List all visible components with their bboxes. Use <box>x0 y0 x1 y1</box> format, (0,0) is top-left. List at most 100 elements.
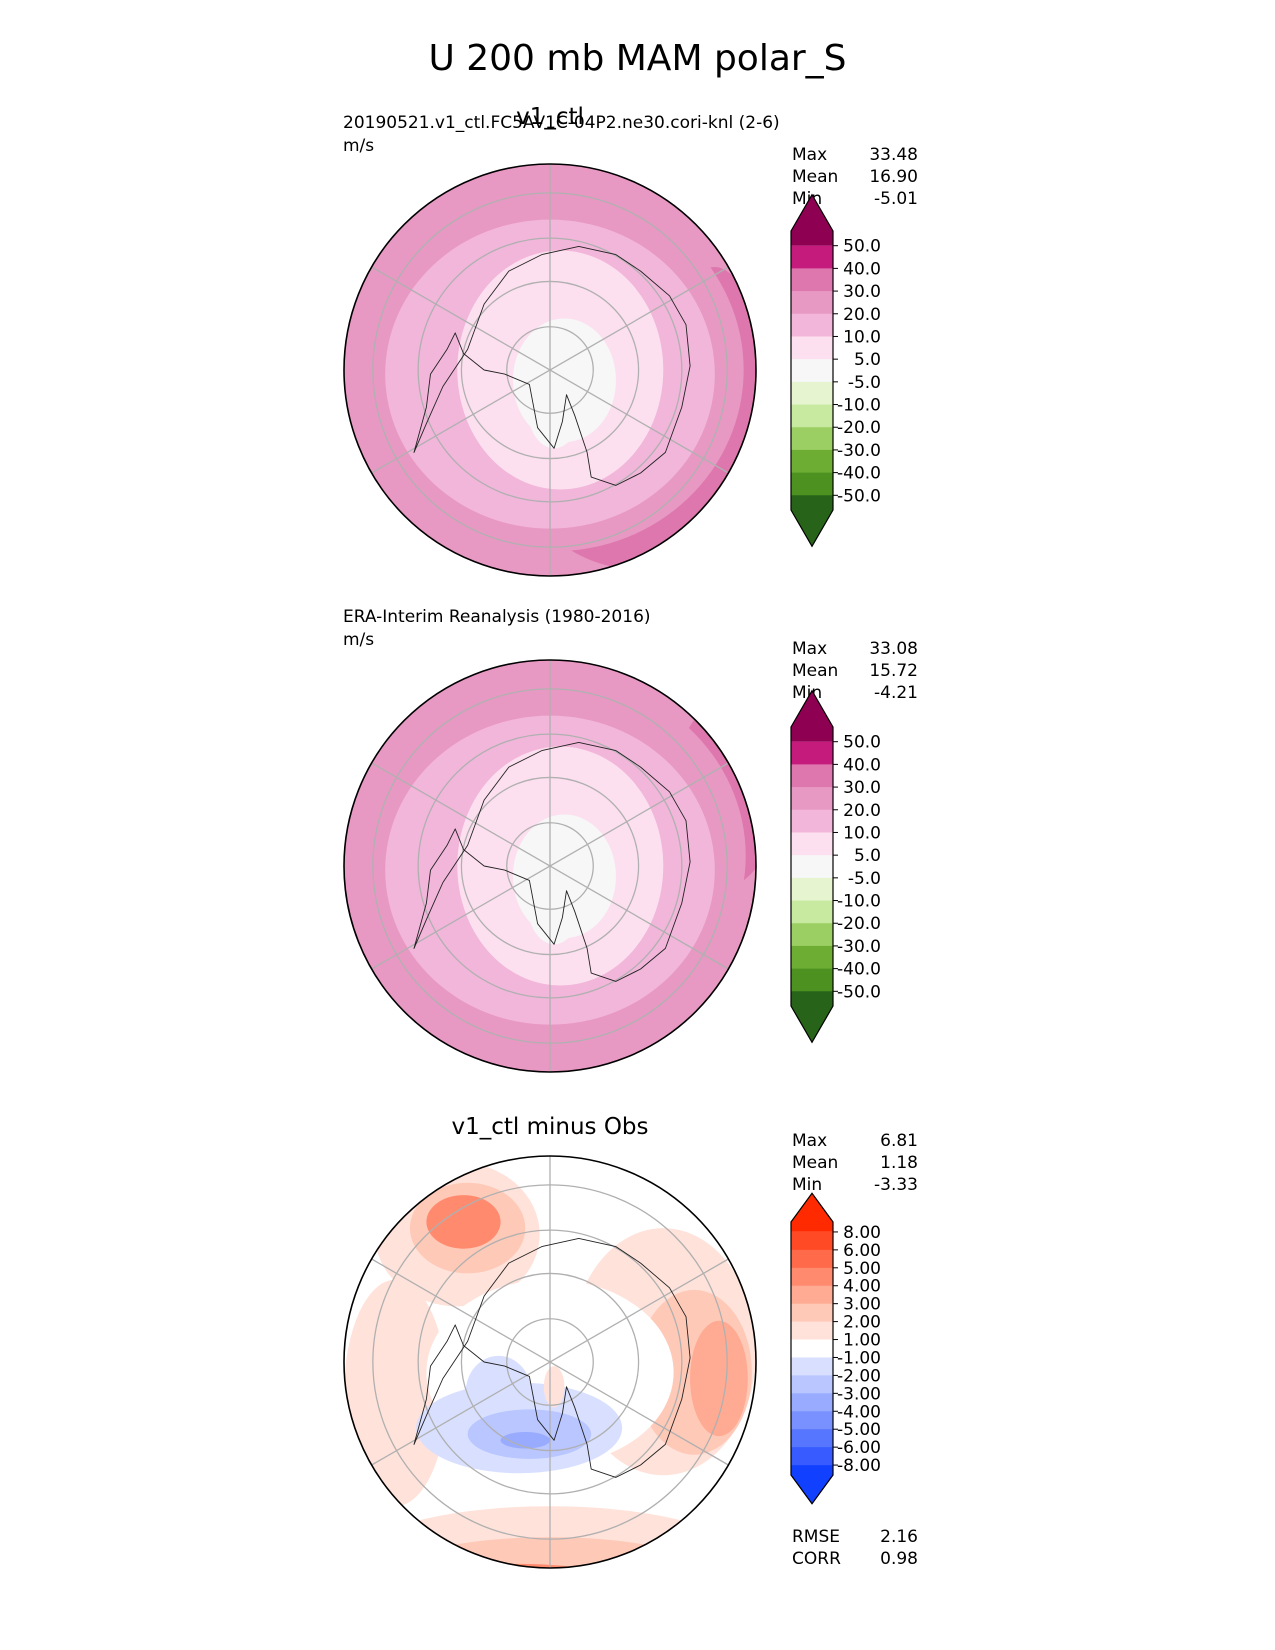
map-2 <box>343 659 757 1073</box>
stat-label: Max <box>792 145 828 165</box>
colorbar-bin <box>791 291 833 315</box>
stat-label: Min <box>792 1175 823 1195</box>
colorbar-bin <box>791 1375 833 1394</box>
colorbar-tick-label: -20.0 <box>837 914 881 934</box>
colorbar-tick-label: -6.00 <box>837 1438 881 1458</box>
colorbar-bin <box>791 1303 833 1323</box>
colorbar-bin <box>791 336 833 360</box>
colorbar-tick-label: 4.00 <box>843 1277 881 1297</box>
colorbar-bin <box>791 1429 833 1448</box>
map-3-field <box>344 1156 756 1613</box>
colorbar-tick-label: -4.00 <box>837 1402 881 1422</box>
colorbar-tick-label: -1.00 <box>837 1348 881 1368</box>
colorbar-bin <box>791 313 833 337</box>
panel-3-stats: Max 6.81 Mean 1.18 Min -3.33 <box>792 1130 918 1196</box>
colorbar-tick-label: 50.0 <box>843 733 881 753</box>
colorbar-tick-label: -50.0 <box>837 982 881 1002</box>
colorbar-tick-label: 10.0 <box>843 823 881 843</box>
colorbar-extend-max <box>791 1193 833 1232</box>
colorbar-tick-label: -3.00 <box>837 1384 881 1404</box>
colorbar-tick-label: -5.0 <box>848 373 881 393</box>
metric-value: 0.98 <box>880 1549 918 1569</box>
colorbar-bin <box>791 245 833 269</box>
stat-value: 33.48 <box>869 145 918 165</box>
map-1-boundary <box>343 163 757 577</box>
colorbar-tick-label: 6.00 <box>843 1241 881 1261</box>
stat-value: 1.18 <box>880 1153 918 1173</box>
diff-positive-area <box>690 1320 748 1437</box>
stat-value: -5.01 <box>874 189 918 209</box>
panel-1-units: m/s <box>343 136 375 156</box>
colorbar-tick-label: 20.0 <box>843 305 881 325</box>
colorbar-bin <box>791 359 833 383</box>
diff-positive-area <box>543 1366 565 1408</box>
colorbar-tick-label: -10.0 <box>837 892 881 912</box>
panel-1-run-label: 20190521.v1_ctl.FC5AV1C-04P2.ne30.cori-k… <box>343 113 780 133</box>
colorbar-tick-label: -10.0 <box>837 396 881 416</box>
metric-label: RMSE <box>792 1527 841 1547</box>
stat-value: 6.81 <box>880 1131 918 1151</box>
colorbar-tick-label: -20.0 <box>837 418 881 438</box>
stat-value: -3.33 <box>874 1175 918 1195</box>
colorbar-extend-min <box>791 1465 833 1504</box>
colorbar-bin <box>791 1411 833 1430</box>
colorbar-bin <box>791 1321 833 1341</box>
diff-positive-area <box>426 1195 501 1249</box>
map-3 <box>343 1155 757 1613</box>
stat-value: 16.90 <box>869 167 918 187</box>
meridian-line <box>371 762 729 970</box>
map-2-field <box>344 660 756 1072</box>
colorbar-bin <box>791 381 833 406</box>
colorbar-tick-label: -2.00 <box>837 1366 881 1386</box>
colorbar-outline <box>790 689 834 1044</box>
map-1-graticule <box>371 164 729 576</box>
colorbar-bin <box>791 1447 833 1466</box>
diff-positive-area <box>405 1563 633 1568</box>
colorbar-tick-label: 5.00 <box>843 1259 881 1279</box>
colorbar-tick-label: -5.00 <box>837 1420 881 1440</box>
panel-3-title: v1_ctl minus Obs <box>451 1114 649 1140</box>
colorbar-bin <box>791 472 833 496</box>
metric-label: CORR <box>792 1549 841 1569</box>
metric-value: 2.16 <box>880 1527 918 1547</box>
colorbar-tick-label: -50.0 <box>837 486 881 506</box>
colorbar-tick-label: -30.0 <box>837 937 881 957</box>
diff-positive-area <box>426 1580 611 1613</box>
colorbar-2: 50.040.0 30.0 20.010.0 5.0 -5.0 -10.0-20.0 -30… <box>790 689 881 1044</box>
colorbar-bin <box>791 1231 833 1251</box>
map-2-boundary <box>343 659 757 1073</box>
colorbar-bin <box>791 1267 833 1287</box>
colorbar-bin <box>791 449 833 474</box>
colorbar-bin <box>791 1357 833 1376</box>
contour-level-5.0 <box>527 861 581 945</box>
colorbar-tick-label: 3.00 <box>843 1295 881 1315</box>
colorbar-bin <box>791 1339 833 1358</box>
colorbar-bin <box>791 764 833 788</box>
map-2-graticule <box>371 660 729 1072</box>
colorbar-bin <box>791 268 833 292</box>
colorbar-bin <box>791 832 833 856</box>
stat-value: 15.72 <box>869 661 918 681</box>
stat-value: 33.08 <box>869 639 918 659</box>
colorbar-bin <box>791 855 833 879</box>
colorbar-bin <box>791 427 833 451</box>
colorbar-tick-label: 5.0 <box>854 846 881 866</box>
map-1 <box>343 163 757 577</box>
map-1-field <box>344 164 756 576</box>
colorbar-tick-label: 1.00 <box>843 1331 881 1351</box>
contour-level-5.0 <box>527 365 581 449</box>
panel-2-stats: Max 33.08 Mean 15.72 Min -4.21 <box>792 638 918 704</box>
colorbar-bin <box>791 1249 833 1269</box>
colorbar-extend-min <box>791 495 833 547</box>
meridian-line <box>371 1258 729 1466</box>
panel-2-units: m/s <box>343 630 375 650</box>
figure-title: U 200 mb MAM polar_S <box>428 38 847 79</box>
stat-label: Mean <box>792 1153 839 1173</box>
map-3-graticule <box>371 1156 729 1568</box>
colorbar-extend-max <box>791 690 833 742</box>
colorbar-bin <box>791 923 833 947</box>
diff-negative-area <box>500 1432 550 1449</box>
colorbar-outline <box>790 193 834 548</box>
colorbar-bin <box>791 877 833 902</box>
colorbar-tick-label: 5.0 <box>854 350 881 370</box>
